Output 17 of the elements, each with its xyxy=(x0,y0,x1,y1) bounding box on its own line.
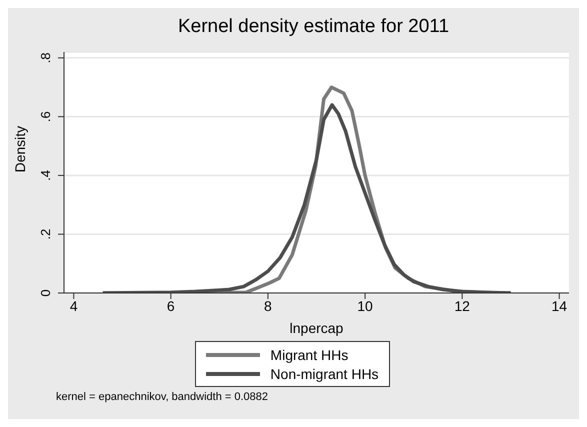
text: kernel = epanechnikov, bandwidth = 0.0882 xyxy=(56,391,270,403)
x-tick-label: 8 xyxy=(264,298,272,314)
chart-title: Kernel density estimate for 2011 xyxy=(176,15,450,39)
y-tick-label: .2 xyxy=(38,228,53,240)
legend-label: Migrant HHs xyxy=(270,346,348,362)
legend-label: Non-migrant HHs xyxy=(270,366,379,382)
x-tick-label: 4 xyxy=(70,298,78,314)
y-tick-label: .4 xyxy=(38,170,53,181)
y-tick-label: .6 xyxy=(38,111,53,122)
x-tick-label: 10 xyxy=(357,298,374,314)
y-axis-title: Density xyxy=(12,126,28,172)
x-axis-title: lnpercap xyxy=(290,320,344,336)
x-tick-label: 14 xyxy=(552,298,568,314)
x-tick-label: 12 xyxy=(454,298,470,314)
y-tick-label: 0 xyxy=(38,289,53,297)
y-tick-label: .8 xyxy=(38,52,53,64)
x-tick-label: 6 xyxy=(166,298,175,314)
